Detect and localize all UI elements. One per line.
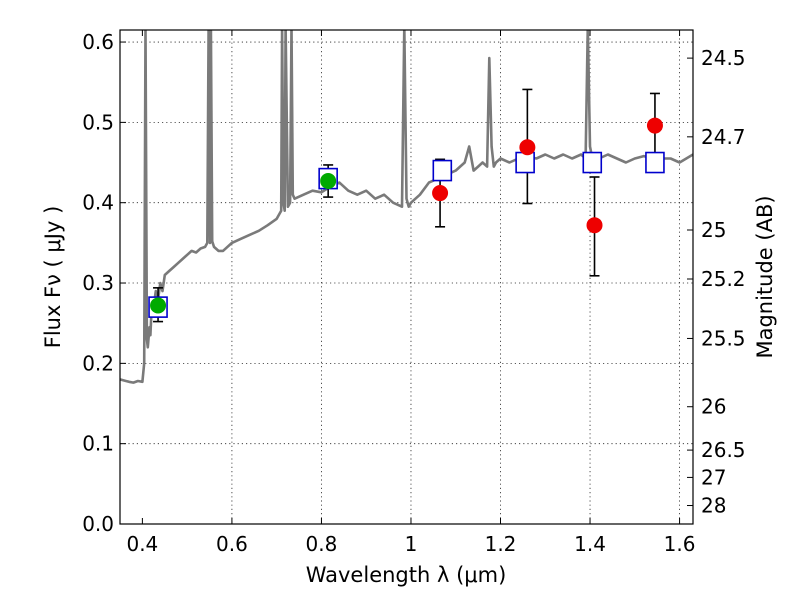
right-tick-label: 25: [701, 218, 726, 242]
right-tick-label: 26: [701, 395, 726, 419]
y-tick-label: 0.2: [82, 351, 114, 375]
y-axis-label: Flux Fν ( μJy ): [41, 206, 65, 349]
x-axis-label: Wavelength λ (μm): [306, 563, 507, 587]
right-tick-label: 28: [701, 494, 726, 518]
right-tick-label: 24.7: [701, 125, 746, 149]
observed-point: [519, 139, 536, 156]
x-tick-label: 1.2: [485, 532, 517, 556]
x-tick-label: 1.4: [574, 532, 606, 556]
axis-ticks: 0.4 0.6 0.8 1 1.2 1.4 1.6 0.0 0.1 0.2 0.3 0.4 0.5 0.6…: [82, 30, 746, 556]
observed-points: [150, 117, 663, 314]
model-square: [645, 151, 665, 174]
right-tick-label: 25.5: [701, 326, 746, 350]
sed-layer: [120, 30, 693, 384]
y-tick-label: 0.6: [82, 30, 114, 54]
right-tick-label: 25.2: [701, 267, 746, 291]
observed-point: [150, 297, 167, 314]
x-tick-label: 0.4: [126, 532, 158, 556]
right-tick-label: 24.5: [701, 46, 746, 70]
right-tick-label: 26.5: [701, 438, 746, 462]
x-tick-label: 0.6: [216, 532, 248, 556]
observed-point: [586, 217, 603, 234]
y-tick-label: 0.3: [82, 271, 114, 295]
x-tick-label: 1: [405, 532, 418, 556]
y-tick-label: 0.0: [82, 512, 114, 536]
sed-line: [120, 30, 693, 384]
observed-point: [432, 185, 449, 202]
plot-frame: [119, 29, 694, 525]
model-square: [582, 151, 603, 174]
x-tick-label: 1.6: [664, 532, 696, 556]
model-square: [432, 159, 453, 182]
right-axis-label: Magnitude (AB): [753, 195, 777, 358]
y-tick-label: 0.5: [82, 110, 114, 134]
observed-point: [646, 117, 663, 134]
model-square: [515, 151, 535, 174]
observed-point: [320, 173, 337, 190]
y-tick-label: 0.4: [82, 191, 114, 215]
right-tick-label: 27: [701, 465, 726, 489]
y-tick-label: 0.1: [82, 432, 114, 456]
x-tick-label: 0.8: [306, 532, 338, 556]
